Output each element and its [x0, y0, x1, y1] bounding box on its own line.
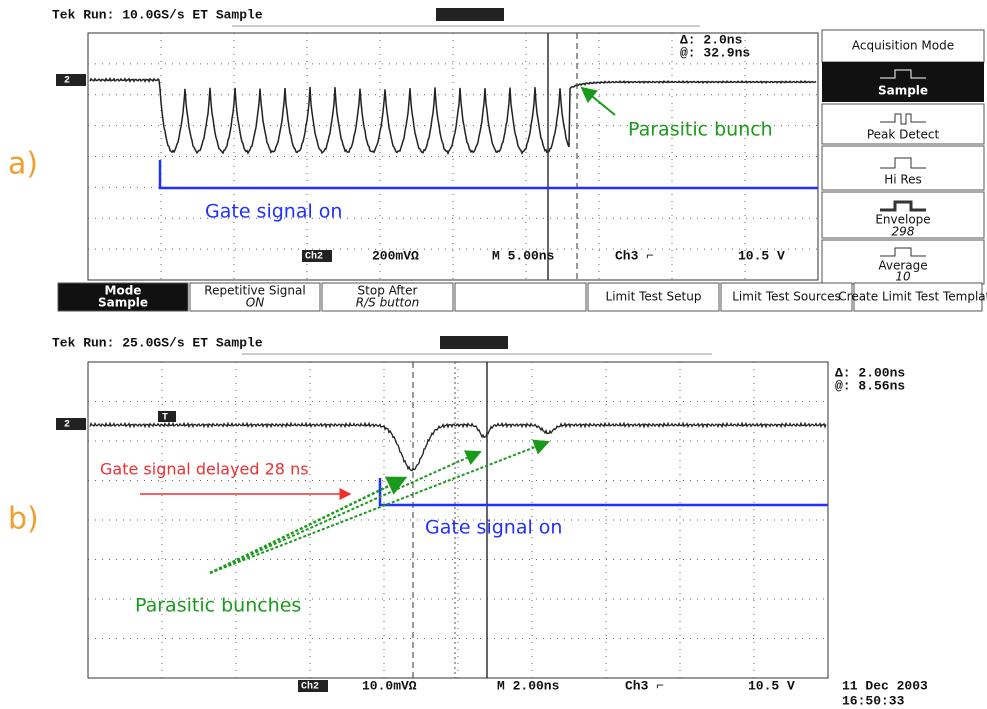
trigger-icon: [440, 336, 508, 349]
annotation: Parasitic bunch: [628, 119, 773, 141]
status-channel: Ch2: [301, 681, 319, 693]
menu-item[interactable]: Sample: [98, 296, 148, 310]
status-time: M 5.00ns: [492, 248, 555, 263]
status-level: 10.5 V: [748, 678, 795, 693]
arrow: [210, 478, 405, 573]
grid: [88, 33, 818, 280]
cursor-at: @: 32.9ns: [680, 45, 750, 60]
status-trigger: Ch3 ⌐: [625, 678, 664, 693]
menu-item[interactable]: Limit Test Setup: [606, 290, 702, 304]
channel-marker: 2: [64, 420, 70, 431]
annotation: Gate signal on: [425, 517, 562, 539]
channel-marker: 2: [64, 76, 70, 87]
annotation: Gate signal on: [205, 201, 342, 223]
status-time: M 2.00ns: [497, 678, 560, 693]
header: Tek Run: 25.0GS/s ET Sample: [52, 335, 263, 350]
menu-item[interactable]: Limit Test Sources: [732, 290, 840, 304]
time: 16:50:33: [842, 693, 905, 708]
annotation: Parasitic bunches: [135, 595, 301, 617]
menu-count: 298: [892, 225, 915, 239]
figure: Tek Run: 10.0GS/s ET Sample 2 Δ: 2.0ns @…: [0, 0, 987, 709]
status-channel: Ch2: [305, 251, 323, 263]
trigger-icon: [436, 8, 504, 21]
gate-signal: [160, 160, 818, 188]
menu-item[interactable]: ON: [246, 296, 264, 310]
menu-item[interactable]: Hi Res: [884, 173, 922, 187]
header: Tek Run: 10.0GS/s ET Sample: [52, 7, 263, 22]
status-level: 10.5 V: [738, 248, 785, 263]
cursor-at: @: 8.56ns: [835, 378, 905, 393]
menu-item[interactable]: Create Limit Test Template: [838, 290, 987, 304]
trigger-marker: T: [162, 413, 168, 424]
status-trigger: Ch3 ⌐: [615, 248, 654, 263]
menu-count: 10: [895, 270, 911, 284]
menu-item[interactable]: Peak Detect: [867, 128, 940, 142]
status-scale: 10.0mVΩ: [362, 678, 417, 693]
panel-label: a): [8, 147, 38, 182]
status-scale: 200mVΩ: [372, 248, 419, 263]
menu-item[interactable]: Sample: [878, 84, 928, 98]
panel-label: b): [8, 502, 39, 537]
menu-item[interactable]: R/S button: [356, 296, 419, 310]
channel-marker-box: [56, 418, 86, 430]
side-menu: Acquisition Mode Sample Peak Detect Hi R…: [822, 30, 984, 284]
menu-title: Acquisition Mode: [852, 39, 954, 53]
annotation: Gate signal delayed 28 ns: [100, 460, 309, 479]
channel-marker-box: [56, 74, 86, 86]
gate-signal: [380, 478, 828, 505]
menu-button[interactable]: [455, 283, 586, 311]
date: 11 Dec 2003: [842, 678, 928, 693]
